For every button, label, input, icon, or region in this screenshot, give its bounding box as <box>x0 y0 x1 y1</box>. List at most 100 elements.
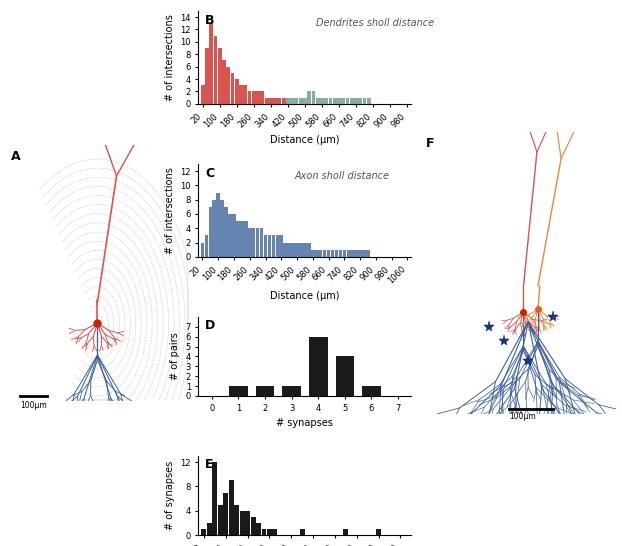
Bar <box>343 529 348 535</box>
Bar <box>279 235 283 257</box>
Bar <box>350 98 354 104</box>
Bar <box>299 98 302 104</box>
Bar <box>273 98 277 104</box>
Bar <box>261 91 264 104</box>
Bar <box>240 221 244 257</box>
Bar <box>346 98 350 104</box>
Bar <box>207 523 212 535</box>
Bar <box>323 250 327 257</box>
Bar <box>202 529 207 535</box>
Bar <box>243 85 247 104</box>
Bar <box>222 61 226 104</box>
Bar <box>239 511 244 535</box>
Bar <box>234 505 239 535</box>
Bar <box>341 98 345 104</box>
Bar <box>208 207 212 257</box>
Bar <box>201 85 205 104</box>
Text: 100μm: 100μm <box>509 412 536 421</box>
Bar <box>295 242 299 257</box>
Bar <box>346 250 350 257</box>
Bar <box>327 250 330 257</box>
Bar <box>328 98 332 104</box>
Bar <box>286 98 290 104</box>
Bar <box>232 214 236 257</box>
Bar <box>201 242 204 257</box>
Bar <box>350 250 354 257</box>
Bar <box>239 85 243 104</box>
Bar <box>335 250 338 257</box>
Bar <box>269 98 273 104</box>
Bar <box>343 250 346 257</box>
Y-axis label: # of pairs: # of pairs <box>170 333 180 381</box>
Y-axis label: # of intersections: # of intersections <box>165 167 175 254</box>
Bar <box>256 386 274 396</box>
Bar <box>309 337 328 396</box>
X-axis label: Distance (μm): Distance (μm) <box>270 135 340 145</box>
Bar <box>315 250 318 257</box>
Bar <box>286 98 290 104</box>
Bar <box>248 228 251 257</box>
Bar <box>252 228 256 257</box>
Text: B: B <box>205 14 215 27</box>
Bar <box>218 48 221 104</box>
Text: 100μm: 100μm <box>20 401 47 410</box>
Bar <box>366 250 369 257</box>
Bar <box>337 98 341 104</box>
Bar <box>276 235 279 257</box>
Bar <box>252 91 256 104</box>
Bar <box>261 529 266 535</box>
Bar <box>367 98 371 104</box>
Bar <box>264 235 267 257</box>
Bar <box>212 462 217 535</box>
Bar <box>210 23 213 104</box>
Bar <box>338 250 342 257</box>
Bar <box>260 228 263 257</box>
Bar <box>299 242 303 257</box>
Bar <box>251 517 256 535</box>
Bar <box>245 511 250 535</box>
Bar <box>291 242 295 257</box>
Bar <box>213 35 218 104</box>
Bar <box>320 98 324 104</box>
Bar <box>277 98 281 104</box>
Text: D: D <box>205 319 215 333</box>
Bar <box>218 505 223 535</box>
Y-axis label: # of intersections: # of intersections <box>165 14 175 101</box>
Bar <box>231 73 234 104</box>
Bar <box>319 250 322 257</box>
Bar <box>363 98 366 104</box>
Bar <box>282 98 285 104</box>
Y-axis label: # of synapses: # of synapses <box>165 461 175 530</box>
Bar <box>220 200 224 257</box>
Text: Axon sholl distance: Axon sholl distance <box>294 171 389 181</box>
Bar <box>223 492 228 535</box>
Text: Dendrites sholl distance: Dendrites sholl distance <box>315 19 434 28</box>
Bar <box>362 250 366 257</box>
Text: E: E <box>205 459 213 472</box>
Bar <box>331 250 334 257</box>
Bar <box>290 98 294 104</box>
Bar <box>282 386 301 396</box>
Bar <box>228 214 232 257</box>
Text: F: F <box>426 137 435 150</box>
Bar <box>256 228 259 257</box>
Bar <box>272 529 277 535</box>
Bar <box>376 529 381 535</box>
Bar <box>354 98 358 104</box>
Bar <box>235 79 239 104</box>
Bar <box>358 250 362 257</box>
X-axis label: Distance (μm): Distance (μm) <box>270 292 340 301</box>
Bar <box>267 235 271 257</box>
Bar <box>272 235 275 257</box>
Bar <box>216 193 220 257</box>
Bar <box>355 250 358 257</box>
Bar <box>307 91 311 104</box>
Bar <box>311 250 315 257</box>
Bar <box>294 98 299 104</box>
Bar <box>358 98 362 104</box>
Bar <box>300 529 305 535</box>
Bar <box>303 242 307 257</box>
Bar <box>316 98 320 104</box>
Bar <box>248 91 251 104</box>
Bar <box>362 386 381 396</box>
